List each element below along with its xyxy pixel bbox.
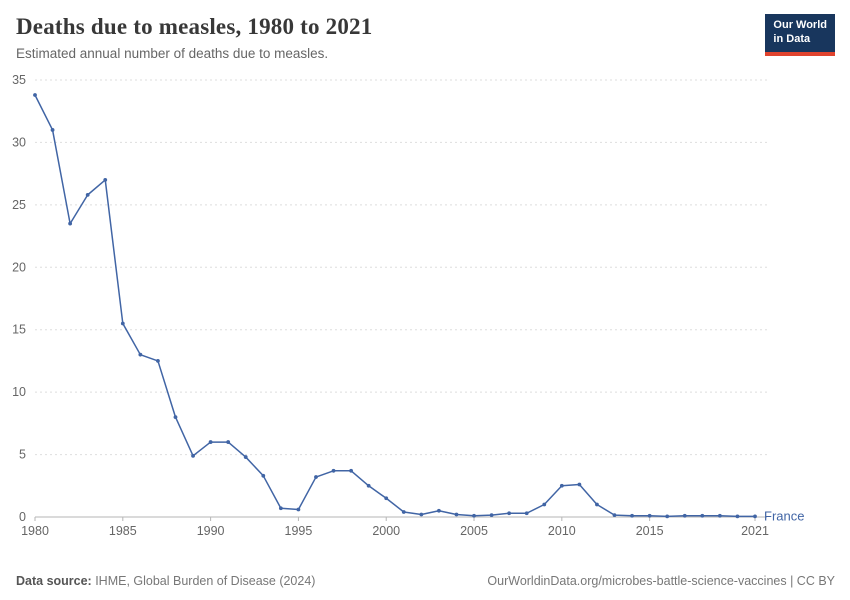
owid-logo-line1: Our World bbox=[773, 19, 827, 31]
svg-text:20: 20 bbox=[12, 260, 26, 274]
svg-text:2015: 2015 bbox=[636, 524, 664, 538]
chart-header: Deaths due to measles, 1980 to 2021 Esti… bbox=[0, 0, 850, 61]
credit-line: OurWorldinData.org/microbes-battle-scien… bbox=[487, 574, 835, 588]
svg-text:5: 5 bbox=[19, 448, 26, 462]
owid-logo: Our World in Data bbox=[765, 14, 835, 56]
svg-text:2005: 2005 bbox=[460, 524, 488, 538]
svg-text:2000: 2000 bbox=[372, 524, 400, 538]
owid-logo-line2: in Data bbox=[773, 32, 811, 45]
svg-text:35: 35 bbox=[12, 73, 26, 87]
svg-text:25: 25 bbox=[12, 198, 26, 212]
chart-footer: Data source: IHME, Global Burden of Dise… bbox=[16, 574, 835, 588]
svg-text:1980: 1980 bbox=[21, 524, 49, 538]
svg-text:0: 0 bbox=[19, 510, 26, 524]
data-source-text: IHME, Global Burden of Disease (2024) bbox=[91, 574, 316, 588]
chart-plot-area: 0 5 10 15 20 25 30 35 1980 1985 1990 1995 2000 2005 20… bbox=[0, 70, 850, 553]
data-source: Data source: IHME, Global Burden of Dise… bbox=[16, 574, 315, 588]
svg-text:France: France bbox=[764, 508, 804, 523]
chart-title: Deaths due to measles, 1980 to 2021 bbox=[16, 14, 373, 39]
svg-text:2010: 2010 bbox=[548, 524, 576, 538]
chart-subtitle: Estimated annual number of deaths due to… bbox=[16, 46, 329, 61]
owid-logo-accent bbox=[765, 51, 835, 56]
svg-text:2021: 2021 bbox=[741, 524, 769, 538]
svg-text:1990: 1990 bbox=[197, 524, 225, 538]
svg-text:1995: 1995 bbox=[285, 524, 313, 538]
svg-text:1985: 1985 bbox=[109, 524, 137, 538]
svg-text:30: 30 bbox=[12, 135, 26, 149]
data-source-label: Data source: bbox=[16, 574, 92, 588]
chart-titles: Deaths due to measles, 1980 to 2021 Esti… bbox=[16, 14, 372, 61]
svg-text:15: 15 bbox=[12, 323, 26, 337]
svg-text:10: 10 bbox=[12, 385, 26, 399]
line-chart-svg: 0 5 10 15 20 25 30 35 1980 1985 1990 1995 2000 2005 20… bbox=[12, 73, 804, 538]
